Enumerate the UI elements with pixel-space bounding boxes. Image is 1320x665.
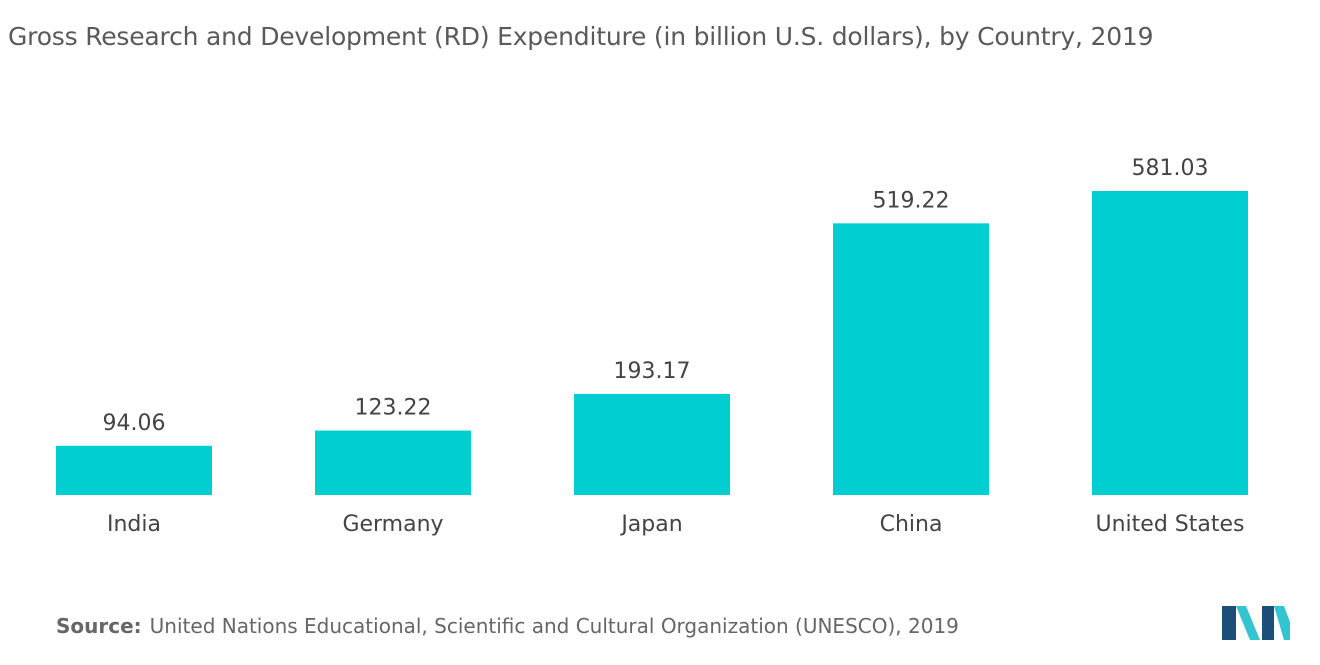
value-label-germany: 123.22 bbox=[355, 396, 432, 421]
category-label-japan: Japan bbox=[619, 512, 682, 537]
value-label-china: 519.22 bbox=[873, 188, 950, 213]
brand-logo-icon bbox=[1222, 606, 1290, 640]
logo-left-diagonal bbox=[1236, 606, 1260, 640]
logo-right-diagonal bbox=[1274, 606, 1290, 640]
bar-germany bbox=[315, 430, 471, 495]
source-line: Source: United Nations Educational, Scien… bbox=[56, 614, 959, 638]
logo-left-stroke bbox=[1222, 606, 1236, 640]
source-label: Source: bbox=[56, 614, 142, 638]
value-label-japan: 193.17 bbox=[614, 359, 691, 384]
value-label-india: 94.06 bbox=[103, 411, 166, 436]
bar-india bbox=[56, 445, 212, 495]
category-label-united-states: United States bbox=[1096, 512, 1245, 537]
value-label-united-states: 581.03 bbox=[1132, 156, 1209, 181]
logo-right-stroke bbox=[1262, 606, 1274, 640]
bar-chart: 94.06 India 123.22 Germany 193.17 Japan 519.22… bbox=[56, 156, 1248, 537]
chart-title: Gross Research and Development (RD) Expe… bbox=[8, 22, 1154, 51]
category-label-china: China bbox=[880, 512, 943, 537]
bar-china bbox=[833, 223, 989, 495]
bar-united-states bbox=[1092, 191, 1248, 495]
source-text: United Nations Educational, Scientific a… bbox=[149, 614, 959, 638]
category-label-germany: Germany bbox=[342, 512, 443, 537]
bar-japan bbox=[574, 393, 730, 495]
category-label-india: India bbox=[107, 512, 161, 537]
